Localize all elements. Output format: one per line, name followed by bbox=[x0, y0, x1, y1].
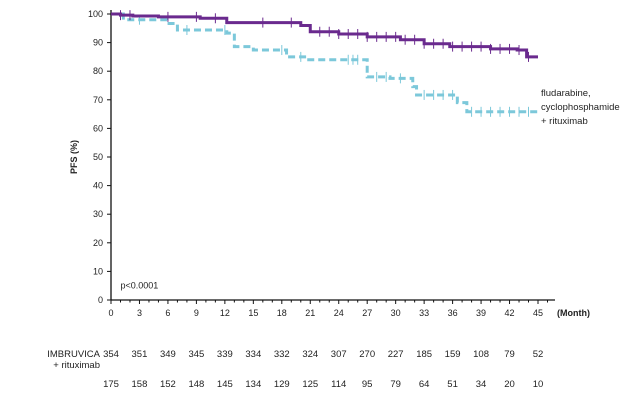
risk-count: 134 bbox=[245, 379, 262, 390]
x-tick-label: 3 bbox=[137, 308, 142, 318]
km-curve-ibrutinib bbox=[111, 12, 538, 59]
risk-count: 10 bbox=[532, 379, 544, 390]
risk-count: 339 bbox=[216, 349, 233, 360]
risk-count: 158 bbox=[131, 379, 148, 390]
risk-count: 152 bbox=[159, 379, 176, 390]
series-label-fcr: fludarabine, cyclophosphamide + rituxima… bbox=[541, 87, 620, 129]
y-tick-label: 30 bbox=[93, 209, 103, 219]
x-tick-label: 24 bbox=[334, 308, 344, 318]
x-tick-label: 15 bbox=[248, 308, 258, 318]
risk-count: 334 bbox=[245, 349, 262, 360]
y-tick-label: 50 bbox=[93, 152, 103, 162]
x-tick-label: 6 bbox=[165, 308, 170, 318]
legend-line: cyclophosphamide bbox=[541, 102, 620, 113]
x-tick-label: 9 bbox=[194, 308, 199, 318]
y-axis-label: PFS (%) bbox=[69, 140, 79, 174]
risk-count: 108 bbox=[473, 349, 489, 360]
y-tick-label: 20 bbox=[93, 238, 103, 248]
risk-count: 145 bbox=[216, 379, 233, 390]
risk-count: 64 bbox=[418, 379, 430, 390]
risk-count: 79 bbox=[504, 349, 515, 360]
x-tick-label: 42 bbox=[505, 308, 515, 318]
risk-count: 351 bbox=[131, 349, 148, 360]
x-tick-label: 36 bbox=[448, 308, 458, 318]
risk-count: 52 bbox=[532, 349, 544, 360]
risk-count: 354 bbox=[103, 349, 119, 360]
risk-count: 95 bbox=[361, 379, 373, 390]
risk-count: 79 bbox=[390, 379, 401, 390]
x-tick-label: 12 bbox=[220, 308, 230, 318]
x-tick-label: 39 bbox=[476, 308, 486, 318]
risk-count: 324 bbox=[302, 349, 319, 360]
risk-count: 125 bbox=[302, 379, 319, 390]
risk-count: 114 bbox=[331, 379, 347, 390]
legend-line: fludarabine, bbox=[541, 88, 591, 99]
x-axis-label: (Month) bbox=[557, 308, 590, 318]
x-tick-label: 21 bbox=[305, 308, 315, 318]
x-tick-label: 33 bbox=[419, 308, 429, 318]
risk-count: 307 bbox=[330, 349, 347, 360]
x-tick-label: 30 bbox=[391, 308, 401, 318]
y-tick-label: 40 bbox=[93, 181, 103, 191]
km-curve-fcr bbox=[111, 12, 538, 114]
risk-count: 159 bbox=[444, 349, 461, 360]
y-tick-label: 60 bbox=[93, 123, 103, 133]
y-tick-label: 90 bbox=[93, 38, 103, 48]
risk-count: 148 bbox=[188, 379, 205, 390]
x-tick-label: 0 bbox=[108, 308, 113, 318]
y-tick-label: 80 bbox=[93, 66, 103, 76]
risk-count: 175 bbox=[103, 379, 119, 390]
risk-count: 185 bbox=[416, 349, 433, 360]
risk-count: 349 bbox=[159, 349, 176, 360]
y-tick-label: 0 bbox=[98, 295, 103, 305]
risk-label-line: + rituximab bbox=[53, 360, 100, 371]
risk-count: 227 bbox=[387, 349, 404, 360]
risk-count: 129 bbox=[273, 379, 290, 390]
x-tick-label: 27 bbox=[362, 308, 372, 318]
risk-count: 270 bbox=[359, 349, 376, 360]
risk-label-line: IMBRUVICA bbox=[47, 349, 100, 360]
y-tick-label: 70 bbox=[93, 95, 103, 105]
risk-count: 345 bbox=[188, 349, 205, 360]
x-tick-label: 18 bbox=[277, 308, 287, 318]
legend-line: + rituximab bbox=[541, 116, 588, 127]
risk-row-label-ibrutinib: IMBRUVICA + rituximab bbox=[30, 349, 100, 371]
risk-count: 332 bbox=[273, 349, 290, 360]
y-tick-label: 100 bbox=[88, 9, 103, 19]
p-value-annotation: p<0.0001 bbox=[120, 281, 158, 291]
risk-count: 51 bbox=[447, 379, 458, 390]
x-tick-label: 45 bbox=[533, 308, 543, 318]
y-tick-label: 10 bbox=[93, 266, 103, 276]
risk-count: 20 bbox=[504, 379, 515, 390]
risk-count: 34 bbox=[475, 379, 487, 390]
